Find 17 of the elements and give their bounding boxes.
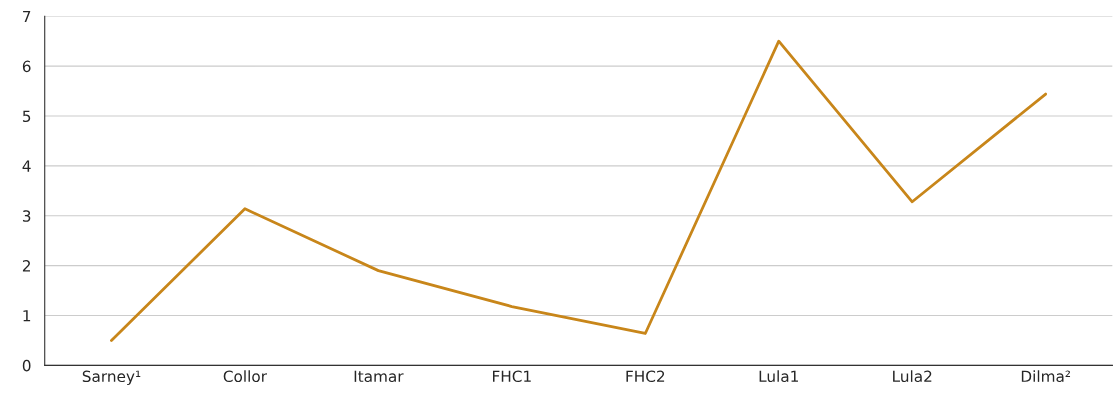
y-tick-label: 5 bbox=[22, 110, 31, 123]
y-tick-label: 3 bbox=[22, 210, 31, 222]
x-tick-label: Dilma² bbox=[1021, 370, 1071, 383]
x-tick-label: Lula1 bbox=[759, 370, 798, 383]
x-tick-label: Collor bbox=[223, 370, 267, 383]
x-tick-label: Itamar bbox=[354, 370, 404, 383]
y-tick-label: 0 bbox=[22, 359, 31, 372]
line-series bbox=[110, 39, 1048, 342]
y-tick-label: 4 bbox=[22, 160, 31, 172]
y-tick-label: 6 bbox=[22, 60, 31, 73]
x-tick-label: Sarney¹ bbox=[82, 370, 141, 386]
x-tick-label: Lula2 bbox=[893, 370, 932, 383]
y-tick-label: 7 bbox=[23, 10, 31, 23]
x-tick-label: FHC2 bbox=[626, 370, 665, 383]
x-tick-label: FHC1 bbox=[493, 370, 531, 383]
y-tick-label: 2 bbox=[22, 260, 30, 272]
y-tick-label: 1 bbox=[23, 310, 31, 322]
